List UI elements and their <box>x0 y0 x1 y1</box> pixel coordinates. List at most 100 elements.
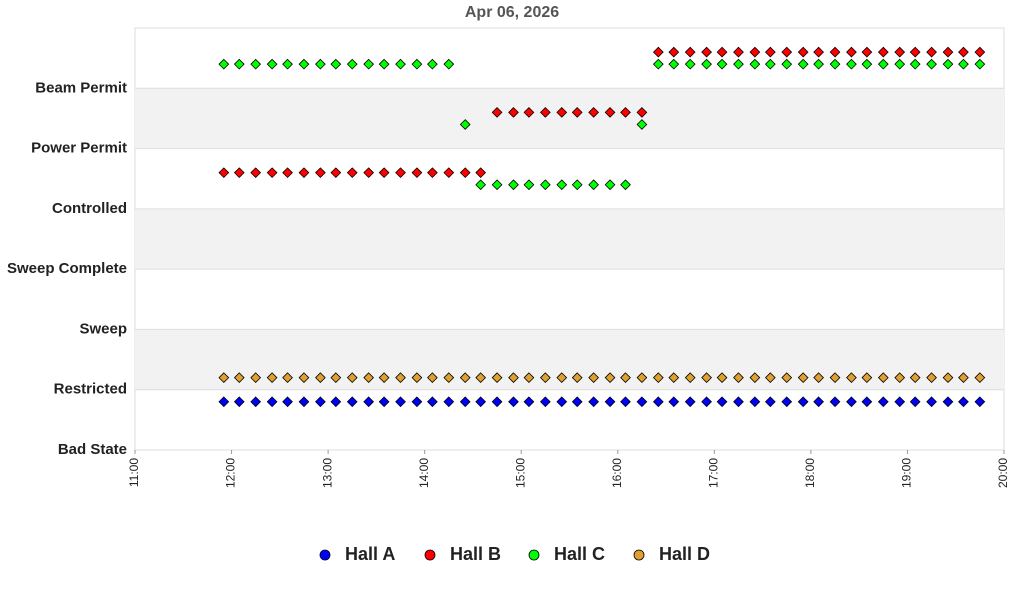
marker <box>571 107 583 118</box>
marker <box>620 372 631 384</box>
marker <box>909 396 921 408</box>
marker <box>764 396 776 408</box>
marker <box>508 179 519 191</box>
marker <box>491 179 503 191</box>
marker <box>459 396 471 408</box>
marker <box>491 107 503 118</box>
marker <box>684 46 696 58</box>
marker <box>427 372 438 384</box>
marker <box>346 167 358 179</box>
marker <box>620 107 631 118</box>
marker <box>475 372 487 384</box>
marker <box>701 396 712 408</box>
marker <box>539 107 551 118</box>
y-tick-label: Bad State <box>58 441 127 458</box>
marker <box>684 58 696 70</box>
marker <box>250 58 262 70</box>
marker <box>604 372 616 384</box>
marker <box>475 179 487 191</box>
marker <box>266 396 278 408</box>
y-tick-label: Beam Permit <box>35 79 127 96</box>
marker <box>733 396 744 408</box>
marker <box>909 46 921 58</box>
marker <box>282 58 293 70</box>
legend-label: Hall A <box>345 544 395 564</box>
marker <box>620 179 631 191</box>
marker <box>427 58 438 70</box>
marker <box>378 58 390 70</box>
marker <box>250 396 262 408</box>
marker <box>909 372 921 384</box>
marker <box>298 58 310 70</box>
legend-label: Hall D <box>659 544 710 564</box>
marker <box>797 46 809 58</box>
marker <box>764 372 776 384</box>
marker <box>829 372 841 384</box>
marker <box>266 167 278 179</box>
marker <box>764 58 776 70</box>
marker <box>620 396 631 408</box>
marker <box>797 372 809 384</box>
marker <box>926 58 937 70</box>
marker <box>330 372 342 384</box>
marker <box>539 396 551 408</box>
y-tick-label: Restricted <box>54 381 127 398</box>
marker <box>701 372 712 384</box>
marker <box>877 58 889 70</box>
marker <box>894 396 906 408</box>
marker <box>363 167 375 179</box>
marker <box>588 396 600 408</box>
y-tick-label: Power Permit <box>31 140 127 157</box>
marker <box>958 396 969 408</box>
y-tick-label: Sweep <box>79 320 127 337</box>
marker <box>378 396 390 408</box>
marker <box>411 396 423 408</box>
marker <box>958 46 969 58</box>
marker <box>443 396 455 408</box>
marker <box>749 396 761 408</box>
marker <box>652 372 664 384</box>
marker <box>315 396 326 408</box>
marker <box>411 58 423 70</box>
marker <box>926 396 937 408</box>
marker <box>701 46 712 58</box>
marker <box>636 119 648 130</box>
legend-label: Hall C <box>554 544 605 564</box>
marker <box>877 372 889 384</box>
marker <box>443 372 455 384</box>
marker <box>604 179 616 191</box>
marker <box>571 372 583 384</box>
marker <box>716 58 728 70</box>
marker <box>508 372 519 384</box>
legend-marker <box>528 549 540 561</box>
marker <box>781 396 793 408</box>
y-tick-label: Controlled <box>52 200 127 217</box>
marker <box>604 396 616 408</box>
marker <box>315 58 326 70</box>
marker <box>974 372 986 384</box>
marker <box>684 372 696 384</box>
marker <box>829 58 841 70</box>
marker <box>588 179 600 191</box>
marker <box>861 372 873 384</box>
marker <box>218 396 230 408</box>
marker <box>668 58 680 70</box>
chart-title: Apr 06, 2026 <box>465 4 559 21</box>
marker <box>894 58 906 70</box>
marker <box>475 396 487 408</box>
marker <box>395 396 406 408</box>
marker <box>523 179 535 191</box>
marker <box>974 46 986 58</box>
marker <box>330 167 342 179</box>
marker <box>443 58 455 70</box>
x-tick-label: 16:00 <box>610 458 624 488</box>
marker <box>668 396 680 408</box>
marker <box>556 107 568 118</box>
marker <box>363 372 375 384</box>
marker <box>378 372 390 384</box>
marker <box>459 167 471 179</box>
marker <box>733 46 744 58</box>
legend-marker <box>633 549 645 561</box>
marker <box>282 396 293 408</box>
marker <box>378 167 390 179</box>
